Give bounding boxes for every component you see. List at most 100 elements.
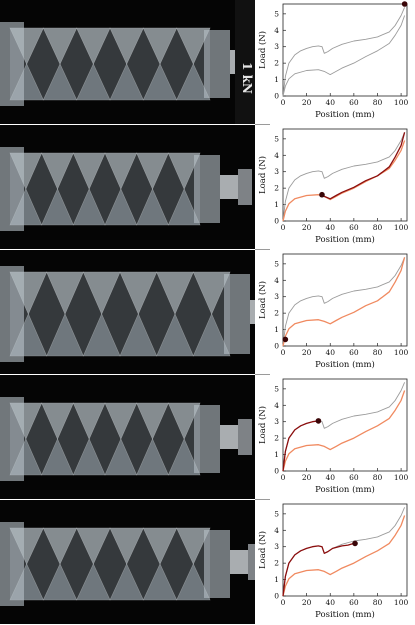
end-cap-left [0,147,24,231]
series-line [282,140,406,222]
end-cap-right [204,30,230,98]
end-cap-left [0,266,24,362]
x-tick-label: 0 [281,98,286,107]
position-marker [282,336,289,343]
x-tick-label: 60 [349,98,359,107]
x-tick-label: 40 [325,598,335,607]
series-line [282,7,406,97]
x-axis-label: Position (mm) [315,609,375,620]
y-tick-label: 4 [274,26,279,35]
series-line [282,542,355,597]
x-tick-label: 80 [373,348,383,357]
row-1: 1 kN 0 20 40 60 80 100 0 1 2 3 4 5 Position (mm) Load… [0,0,415,125]
y-tick-label: 5 [274,134,279,143]
x-tick-label: 100 [394,598,409,607]
x-axis-label: Position (mm) [315,109,375,120]
y-axis-label: Load (N) [257,406,268,444]
y-tick-label: 4 [274,401,279,410]
position-marker [352,540,358,547]
x-tick-label: 80 [373,223,383,232]
load-position-plot: 0 20 40 60 80 100 0 1 2 3 4 5 Position (mm) Load (N) [255,500,415,624]
x-tick-label: 0 [281,223,286,232]
y-tick-label: 4 [274,151,279,160]
position-marker [319,191,325,198]
y-tick-label: 2 [274,559,279,568]
y-tick-label: 3 [274,542,279,551]
y-tick-label: 2 [274,59,279,68]
series-line [282,390,406,472]
row-2: 0 20 40 60 80 100 0 1 2 3 4 5 Position (mm) Load (N) [0,125,415,250]
y-tick-label: 3 [274,417,279,426]
y-tick-label: 2 [274,184,279,193]
y-tick-label: 5 [274,9,279,18]
y-tick-label: 2 [274,434,279,443]
x-tick-label: 80 [373,598,383,607]
x-tick-label: 20 [302,98,312,107]
x-tick-label: 100 [394,348,409,357]
y-tick-label: 4 [274,276,279,285]
y-tick-label: 4 [274,526,279,535]
knurled-nut [238,169,252,205]
y-tick-label: 0 [274,467,279,476]
x-tick-label: 40 [325,348,335,357]
series-line [282,382,406,472]
x-tick-label: 60 [349,598,359,607]
x-tick-label: 100 [394,473,409,482]
x-axis-label: Position (mm) [315,359,375,370]
end-cap-right [194,405,220,473]
series-line [282,420,319,472]
origami-specimen [9,27,211,101]
x-tick-label: 100 [394,98,409,107]
x-tick-label: 80 [373,473,383,482]
y-tick-label: 0 [274,342,279,351]
knurled-nut [248,544,255,580]
load-position-plot: 0 20 40 60 80 100 0 1 2 3 4 5 Position (mm) Load (N) [255,250,415,374]
x-tick-label: 0 [281,348,286,357]
y-tick-label: 3 [274,292,279,301]
specimen-photo [0,375,255,499]
origami-specimen [9,402,201,476]
row-4: 0 20 40 60 80 100 0 1 2 3 4 5 Position (mm) Load (N) [0,375,415,500]
x-tick-label: 20 [302,598,312,607]
end-cap-right [204,530,230,598]
specimen-photo [0,500,255,624]
x-tick-label: 20 [302,348,312,357]
plot-frame [282,378,408,472]
load-position-plot: 0 20 40 60 80 100 0 1 2 3 4 5 Position (mm) Load (N) [255,0,415,124]
y-tick-label: 0 [274,92,279,101]
end-cap-left [0,522,24,606]
threaded-rod [220,175,238,199]
y-tick-label: 1 [274,75,279,84]
y-tick-label: 5 [274,384,279,393]
origami-specimen [9,527,211,601]
y-tick-label: 2 [274,309,279,318]
origami-specimen [9,152,201,226]
series-line [282,132,406,222]
y-tick-label: 0 [274,592,279,601]
x-tick-label: 60 [349,223,359,232]
x-tick-label: 20 [302,473,312,482]
plot-frame [282,253,408,347]
y-tick-label: 1 [274,200,279,209]
row-3: 0 20 40 60 80 100 0 1 2 3 4 5 Position (mm) Load (N) [0,250,415,375]
x-tick-label: 0 [281,598,286,607]
x-tick-label: 80 [373,98,383,107]
x-tick-label: 60 [349,348,359,357]
end-cap-right [194,155,220,223]
end-cap-right [224,274,250,354]
threaded-rod [230,550,248,574]
plot-frame [282,503,408,597]
threaded-rod [250,300,255,324]
x-tick-label: 40 [325,223,335,232]
y-tick-label: 1 [274,450,279,459]
x-tick-label: 40 [325,473,335,482]
y-tick-label: 0 [274,217,279,226]
row-divider [255,499,270,500]
series-line [282,515,406,597]
end-cap-left [0,22,24,106]
y-tick-label: 5 [274,509,279,518]
x-tick-label: 0 [281,473,286,482]
x-axis-label: Position (mm) [315,484,375,495]
y-tick-label: 1 [274,575,279,584]
y-axis-label: Load (N) [257,156,268,194]
